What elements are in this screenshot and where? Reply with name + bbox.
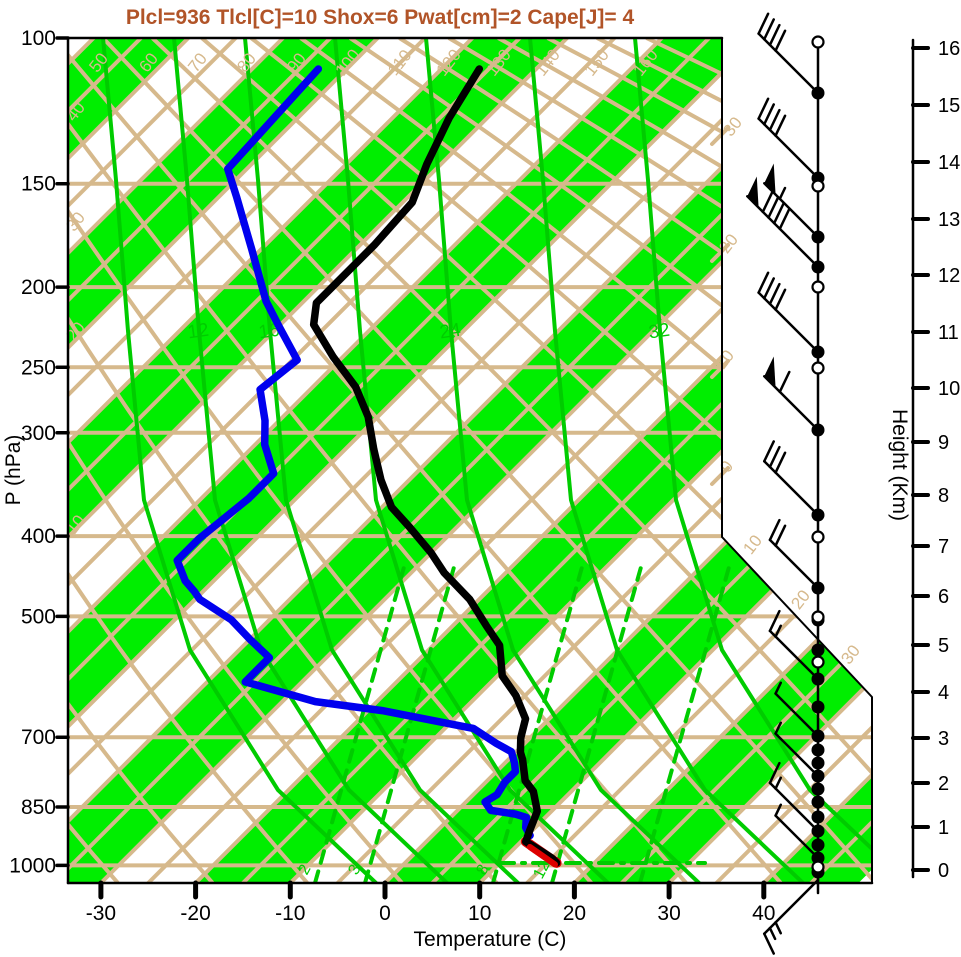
svg-text:500: 500 — [21, 605, 56, 628]
wind-level-dot — [811, 756, 825, 770]
svg-text:700: 700 — [21, 726, 56, 749]
wind-level-dot — [811, 795, 825, 809]
wind-level-dot — [811, 810, 825, 824]
svg-text:9: 9 — [938, 432, 949, 454]
svg-text:13: 13 — [938, 209, 960, 231]
svg-text:30: 30 — [62, 208, 89, 235]
svg-text:1000: 1000 — [9, 854, 56, 877]
svg-text:10: 10 — [468, 902, 491, 925]
svg-text:150: 150 — [21, 173, 56, 196]
plot-frame — [66, 36, 874, 885]
svg-text:0: 0 — [379, 902, 391, 925]
svg-text:16: 16 — [938, 38, 960, 60]
wind-level-circle — [811, 35, 825, 49]
wind-barb — [763, 440, 820, 517]
svg-text:300: 300 — [21, 422, 56, 445]
svg-text:32: 32 — [647, 320, 671, 344]
wind-barb — [774, 721, 820, 778]
wind-barb — [757, 12, 820, 95]
wind-barb — [763, 163, 820, 239]
moist-adiabat-lines — [101, 38, 872, 883]
wind-level-circle — [811, 361, 825, 375]
mixing-ratio-lines — [313, 558, 733, 883]
svg-text:0: 0 — [938, 860, 949, 882]
svg-text:400: 400 — [21, 525, 56, 548]
svg-text:10: 10 — [739, 531, 766, 558]
wind-barb — [757, 97, 820, 180]
svg-text:24: 24 — [438, 320, 462, 344]
wind-level-dot — [811, 700, 825, 714]
svg-text:150: 150 — [580, 46, 612, 80]
wind-barb-column — [746, 12, 825, 955]
parcel-tip — [526, 844, 559, 868]
svg-text:12: 12 — [938, 265, 960, 287]
svg-text:15: 15 — [938, 95, 960, 117]
wind-level-dot — [811, 743, 825, 757]
svg-text:2: 2 — [938, 773, 949, 795]
svg-text:4: 4 — [938, 682, 949, 704]
sounding-curves — [173, 65, 562, 868]
wind-level-dot — [811, 643, 825, 657]
svg-text:200: 200 — [21, 276, 56, 299]
wind-level-dot — [811, 838, 825, 852]
wind-barb — [763, 356, 820, 432]
svg-text:40: 40 — [752, 902, 775, 925]
wind-level-circle — [811, 610, 825, 624]
svg-text:30: 30 — [657, 902, 680, 925]
svg-text:-10: -10 — [275, 902, 305, 925]
svg-text:14: 14 — [938, 152, 960, 174]
pressure-axis-label: P (hPa) — [2, 435, 25, 506]
svg-text:12: 12 — [530, 858, 553, 882]
dewpoint-line — [173, 65, 534, 840]
wind-barb — [768, 609, 820, 681]
wind-barb — [774, 681, 820, 738]
svg-text:-30: -30 — [86, 902, 116, 925]
wind-barb — [768, 761, 820, 833]
pressure-axis: 100 150 200 250 300 400 500 700 850 1000 P (hPa) — [2, 27, 70, 877]
wind-level-circle — [811, 179, 825, 193]
svg-text:250: 250 — [21, 356, 56, 379]
svg-text:20: 20 — [787, 586, 814, 613]
svg-text:3: 3 — [938, 728, 949, 750]
wind-level-circle — [811, 860, 825, 874]
svg-text:8: 8 — [938, 485, 949, 507]
temperature-axis: -30 -20 -10 0 10 20 30 40 Temperature (C) — [86, 880, 775, 951]
chart-title: Plcl=936 Tlcl[C]=10 Shox=6 Pwat[cm]=2 Ca… — [126, 6, 635, 29]
wind-barb — [757, 271, 820, 354]
temperature-axis-label: Temperature (C) — [414, 928, 567, 951]
svg-text:1: 1 — [938, 817, 949, 839]
wind-level-dot — [811, 782, 825, 796]
wind-barb — [768, 518, 820, 590]
svg-text:6: 6 — [938, 586, 949, 608]
svg-text:30: 30 — [719, 113, 746, 140]
chart-title-text: Plcl=936 Tlcl[C]=10 Shox=6 Pwat[cm]=2 Ca… — [126, 6, 635, 29]
svg-text:-20: -20 — [180, 902, 210, 925]
svg-text:5: 5 — [938, 635, 949, 657]
wind-level-circle — [811, 655, 825, 669]
svg-text:20: 20 — [563, 902, 586, 925]
svg-text:12: 12 — [186, 320, 210, 344]
height-axis-label: Height (Km) — [888, 409, 911, 521]
svg-text:11: 11 — [938, 322, 959, 344]
wind-level-circle — [811, 530, 825, 544]
temperature-line — [309, 65, 561, 867]
wind-barb — [746, 176, 820, 269]
wind-level-circle — [811, 280, 825, 294]
svg-text:100: 100 — [21, 27, 56, 50]
dry-adiabat-lines — [68, 38, 872, 883]
wind-barb — [763, 878, 820, 955]
svg-text:850: 850 — [21, 796, 56, 819]
svg-text:10: 10 — [938, 378, 960, 400]
svg-text:7: 7 — [938, 536, 949, 558]
wind-barb — [774, 803, 820, 860]
